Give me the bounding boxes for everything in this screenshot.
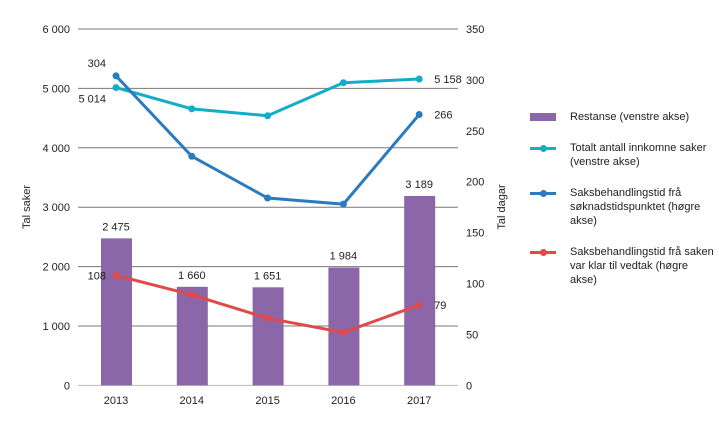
x-tick-label: 2013: [104, 395, 128, 407]
bar-data-label: 1 984: [330, 251, 358, 263]
left-tick-label: 3 000: [42, 202, 70, 214]
bar: [404, 195, 436, 386]
x-tick-label: 2016: [331, 395, 355, 407]
legend-item: Restanse (venstre akse): [530, 110, 715, 124]
right-tick-label: 350: [466, 24, 484, 36]
right-tick-label: 150: [466, 228, 484, 240]
data-point: [112, 271, 120, 279]
legend-label: Saksbehandlingstid frå søknadstidspunkte…: [570, 187, 701, 227]
data-point: [188, 152, 196, 160]
bar: [176, 286, 208, 386]
bar-data-label: 1 660: [178, 270, 206, 282]
data-point: [415, 111, 423, 119]
legend-swatch: [530, 113, 556, 121]
data-point: [264, 194, 272, 202]
left-axis-label: Tal saker: [21, 185, 33, 229]
data-point: [264, 314, 272, 322]
x-tick-label: 2017: [407, 395, 431, 407]
legend-item: Saksbehandlingstid frå søknadstidspunkte…: [530, 186, 715, 228]
right-axis-label: Tal dagar: [496, 184, 508, 230]
data-point: [188, 291, 196, 299]
legend-marker: [540, 145, 547, 152]
left-tick-label: 5 000: [42, 83, 70, 95]
bar-data-label: 2 475: [102, 221, 130, 233]
data-point: [264, 112, 272, 120]
left-tick-label: 4 000: [42, 143, 70, 155]
data-point: [339, 328, 347, 336]
line-data-label: 304: [88, 58, 106, 70]
data-point: [339, 79, 347, 87]
left-tick-label: 0: [64, 380, 70, 392]
right-tick-label: 50: [466, 329, 478, 341]
data-point: [112, 84, 120, 92]
line-data-label: 266: [434, 110, 452, 122]
legend-label: Saksbehandlingstid frå saken var klar ti…: [570, 246, 714, 286]
legend-marker: [540, 249, 547, 256]
bar: [101, 238, 132, 386]
data-point: [188, 105, 196, 113]
right-tick-label: 250: [466, 126, 484, 138]
left-tick-label: 6 000: [42, 24, 70, 36]
line-data-label: 79: [434, 300, 446, 312]
left-tick-label: 2 000: [42, 262, 70, 274]
x-tick-label: 2015: [255, 395, 279, 407]
data-point: [339, 200, 347, 208]
bar: [252, 287, 284, 386]
line-data-label: 5 014: [78, 94, 106, 106]
data-point: [415, 75, 423, 83]
legend-label: Restanse (venstre akse): [570, 111, 690, 123]
bar-data-label: 1 651: [254, 270, 282, 282]
legend-label: Totalt antall innkomne saker (venstre ak…: [570, 142, 707, 168]
series-line: [115, 77, 420, 118]
legend-marker: [540, 190, 547, 197]
line-data-label: 5 158: [434, 74, 462, 86]
data-point: [112, 72, 120, 80]
right-tick-label: 200: [466, 177, 484, 189]
legend-item: Totalt antall innkomne saker (venstre ak…: [530, 141, 715, 169]
x-tick-label: 2014: [180, 395, 204, 407]
right-tick-label: 100: [466, 279, 484, 291]
data-point: [415, 301, 423, 309]
bar-data-label: 3 189: [405, 179, 433, 191]
left-tick-label: 1 000: [42, 321, 70, 333]
right-tick-label: 0: [466, 380, 472, 392]
legend: Restanse (venstre akse) Totalt antall inn…: [530, 110, 715, 304]
series-line: [114, 74, 421, 206]
bar: [328, 267, 360, 386]
legend-item: Saksbehandlingstid frå saken var klar ti…: [530, 245, 715, 287]
line-data-label: 108: [88, 270, 106, 282]
right-tick-label: 300: [466, 75, 484, 87]
